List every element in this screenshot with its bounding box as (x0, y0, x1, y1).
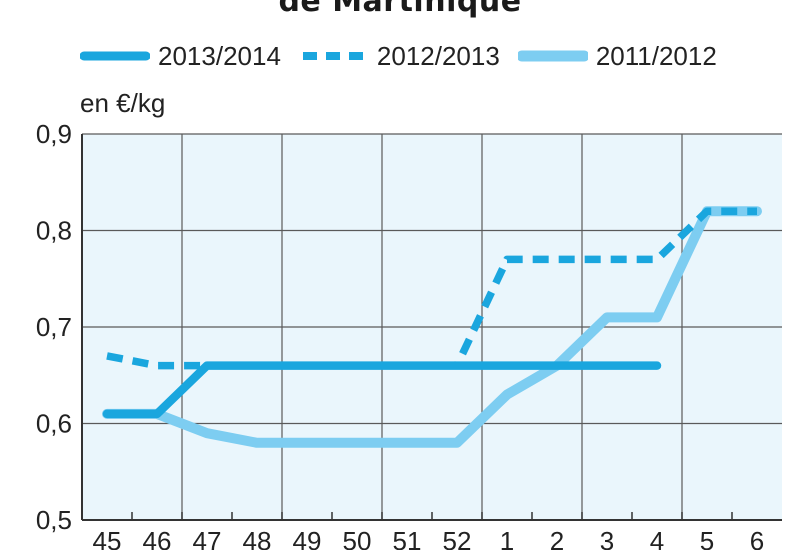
y-tick-label: 0,6 (36, 409, 72, 439)
legend-swatch-2013-2014 (80, 51, 150, 61)
legend-label-2012-2013: 2012/2013 (376, 40, 500, 71)
y-tick-label: 0,7 (36, 312, 72, 342)
x-tick-label: 1 (500, 526, 514, 550)
x-tick-label: 2 (550, 526, 564, 550)
x-tick-label: 49 (293, 526, 322, 550)
series-line-2011-2012 (102, 206, 762, 448)
y-axis-unit-label: en €/kg (80, 88, 166, 118)
chart-title: de Martinique (278, 0, 522, 19)
legend-swatch-2012-2013 (302, 52, 365, 60)
y-tick-label: 0,9 (36, 119, 72, 149)
y-tick-label: 0,8 (36, 216, 72, 246)
legend-item-2012-2013: 2012/2013 (299, 41, 500, 72)
x-tick-label: 5 (700, 526, 714, 550)
legend-item-2011-2012: 2011/2012 (517, 40, 717, 72)
series-line-2013-2014 (102, 361, 662, 419)
x-tick-label: 48 (243, 526, 272, 550)
x-tick-label: 50 (343, 526, 372, 550)
legend: 2013/2014 2012/2013 2011/2012 (80, 36, 735, 76)
legend-label-2011-2012: 2011/2012 (595, 40, 717, 71)
x-tick-label: 6 (750, 526, 764, 550)
axes (81, 134, 782, 521)
legend-label-2013-2014: 2013/2014 (158, 40, 281, 71)
x-tick-label: 4 (650, 526, 664, 550)
tick-labels: 0,50,60,70,80,945 46 47 48 49 50 51 52 1 2 3 4 5 6 (36, 119, 764, 550)
grid-lines (82, 133, 782, 520)
x-tick-label: 52 (443, 526, 472, 550)
y-tick-label: 0,5 (36, 505, 72, 535)
x-tick-label: 47 (193, 526, 222, 550)
x-tick-label: 45 (93, 526, 122, 550)
x-tick-label: 46 (143, 526, 172, 550)
series-layer (102, 206, 762, 448)
x-tick-label: 51 (393, 526, 422, 550)
x-tick-label: 3 (600, 526, 614, 550)
legend-item-2013-2014: 2013/2014 (80, 41, 281, 72)
legend-swatch-2011-2012 (517, 50, 588, 62)
